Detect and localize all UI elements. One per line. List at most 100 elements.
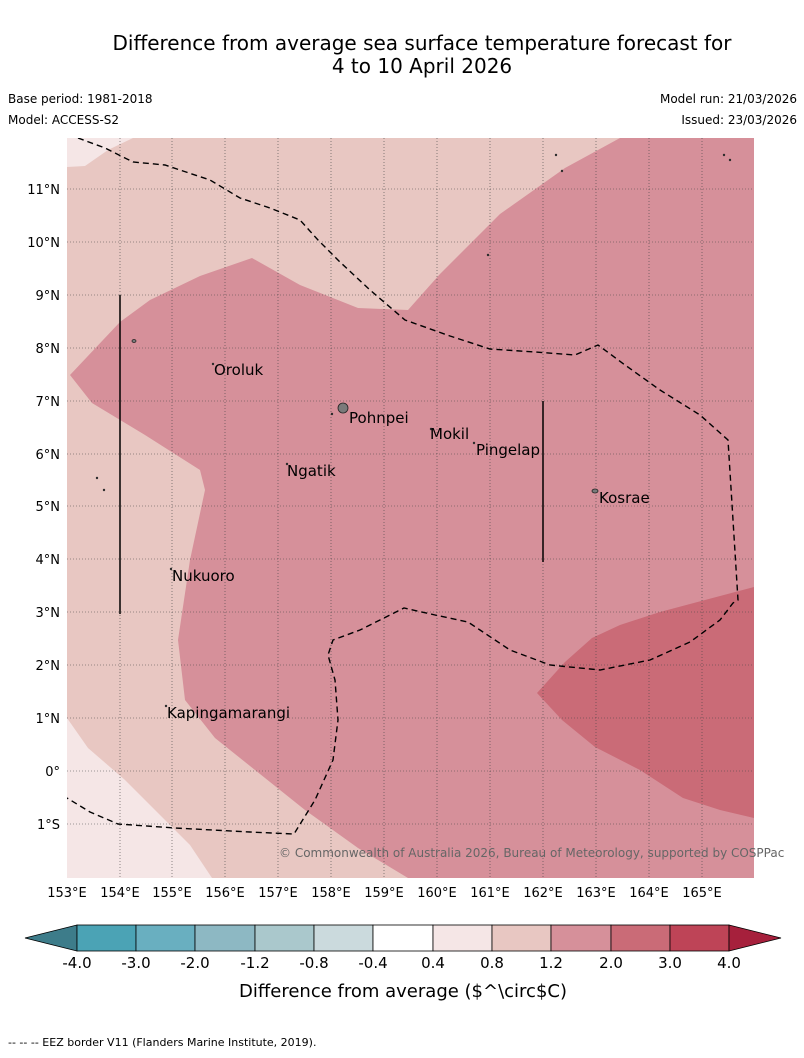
model-name: Model: ACCESS-S2 [8, 113, 120, 127]
lon-label: 157°E [258, 886, 298, 901]
lat-label: 6°N [36, 448, 61, 463]
lon-label: 153°E [47, 886, 87, 901]
colorbar-box [313, 924, 374, 952]
kosrae-island-icon [591, 488, 599, 494]
lon-label: 162°E [523, 886, 563, 901]
colorbar-boxes [76, 924, 730, 952]
islet-icon [102, 488, 106, 492]
lon-label: 159°E [364, 886, 404, 901]
colorbar-tick-label: 4.0 [717, 954, 741, 972]
kapingamarangi-islet-icon [164, 704, 168, 708]
eez-border [67, 138, 739, 835]
place-label-kapingamarangi: Kapingamarangi [167, 704, 290, 722]
lat-label: 7°N [36, 395, 61, 410]
islet-icon [330, 412, 334, 416]
place-labels: Oroluk Pohnpei Mokil Pingelap Ngatik Kos… [167, 361, 650, 722]
anomaly-zone-0.4-0.8-southwest [67, 718, 212, 878]
lon-label: 164°E [629, 886, 669, 901]
lat-label: 9°N [36, 289, 61, 304]
map-grid [67, 138, 754, 878]
lon-label: 154°E [100, 886, 140, 901]
colorbar-box [372, 924, 434, 952]
islet-icon [722, 153, 726, 157]
place-label-ngatik: Ngatik [287, 462, 336, 480]
colorbar-box [550, 924, 612, 952]
islet-icon [560, 169, 564, 173]
lon-label: 165°E [682, 886, 722, 901]
colorbar-box [491, 924, 552, 952]
oroluk-islet-icon [211, 362, 215, 366]
issued-date: Issued: 23/03/2026 [681, 113, 797, 127]
place-label-nukuoro: Nukuoro [172, 567, 235, 585]
islet-icon [131, 339, 137, 343]
colorbar-tick-label: 2.0 [599, 954, 623, 972]
eez-footnote: -- -- -- EEZ border V11 (Flanders Marine… [8, 1036, 317, 1049]
colorbar-tick-label: 1.2 [539, 954, 563, 972]
lat-label: 8°N [36, 342, 61, 357]
lon-label: 160°E [417, 886, 457, 901]
islet-icon [486, 253, 490, 257]
lon-axis-labels: 153°E 154°E 155°E 156°E 157°E 158°E 159°… [47, 886, 722, 901]
lat-label: 10°N [27, 236, 60, 251]
colorbar-tick-label: -3.0 [121, 954, 150, 972]
anomaly-zone-0.4-0.8-northwest [67, 138, 133, 167]
lat-label: 1°N [36, 712, 61, 727]
colorbar-tick-label: -0.8 [299, 954, 328, 972]
colorbar-box [610, 924, 671, 952]
colorbar-tick-labels: -4.0 -3.0 -2.0 -1.2 -0.8 -0.4 0.4 0.8 1.… [62, 954, 741, 972]
colorbar-arrow-low [24, 924, 78, 952]
lat-axis-labels: 11°N 10°N 9°N 8°N 7°N 6°N 5°N 4°N 3°N 2°… [27, 183, 60, 833]
lat-label: 11°N [27, 183, 60, 198]
lat-label: 4°N [36, 553, 61, 568]
lat-label: 2°N [36, 659, 61, 674]
colorbar-box [254, 924, 315, 952]
colorbar-box [135, 924, 196, 952]
colorbar-box [76, 924, 137, 952]
anomaly-zone-2.0-3.0 [537, 587, 754, 818]
map-title: Difference from average sea surface temp… [0, 32, 804, 78]
colorbar-box [432, 924, 493, 952]
pingelap-islet-icon [472, 441, 476, 445]
colorbar-tick-label: -1.2 [240, 954, 269, 972]
colorbar-tick-label: -2.0 [180, 954, 209, 972]
lon-label: 163°E [576, 886, 616, 901]
model-run-date: Model run: 21/03/2026 [659, 92, 797, 106]
place-label-pohnpei: Pohnpei [349, 409, 409, 427]
lat-label: 3°N [36, 606, 61, 621]
colorbar-tick-label: 0.4 [421, 954, 445, 972]
islet-icon [554, 153, 558, 157]
lat-label: 5°N [36, 500, 61, 515]
place-label-oroluk: Oroluk [214, 361, 263, 379]
colorbar-tick-label: 3.0 [658, 954, 682, 972]
copyright-notice: © Commonwealth of Australia 2026, Bureau… [279, 846, 784, 860]
colorbar-tick-label: -0.4 [358, 954, 387, 972]
colorbar-tick-label: 0.8 [480, 954, 504, 972]
exclusion-lines [119, 295, 544, 614]
colorbar: -4.0 -3.0 -2.0 -1.2 -0.8 -0.4 0.4 0.8 1.… [24, 924, 782, 1002]
lat-label: 1°S [37, 818, 60, 833]
islet-icon [728, 158, 732, 162]
islet-icon [95, 476, 99, 480]
colorbar-tick-label: -4.0 [62, 954, 91, 972]
ngatik-islet-icon [285, 462, 289, 466]
nukuoro-islet-icon [169, 567, 173, 571]
colorbar-box [669, 924, 730, 952]
place-label-kosrae: Kosrae [599, 489, 650, 507]
place-label-mokil: Mokil [430, 425, 469, 443]
mokil-islet-icon [429, 427, 433, 431]
title-line-2: 4 to 10 April 2026 [331, 54, 513, 78]
title-line-1: Difference from average sea surface temp… [112, 31, 732, 55]
base-period: Base period: 1981-2018 [8, 92, 153, 106]
colorbar-box [194, 924, 256, 952]
lon-label: 158°E [311, 886, 351, 901]
place-label-pingelap: Pingelap [476, 441, 540, 459]
lon-label: 155°E [152, 886, 192, 901]
lon-label: 156°E [205, 886, 245, 901]
lon-label: 161°E [470, 886, 510, 901]
map-frame: Oroluk Pohnpei Mokil Pingelap Ngatik Kos… [67, 138, 784, 878]
islands [95, 153, 732, 708]
lat-label: 0° [45, 765, 60, 780]
pohnpei-island-icon [337, 402, 349, 414]
colorbar-label: Difference from average ($^\circ$C) [239, 981, 567, 1002]
